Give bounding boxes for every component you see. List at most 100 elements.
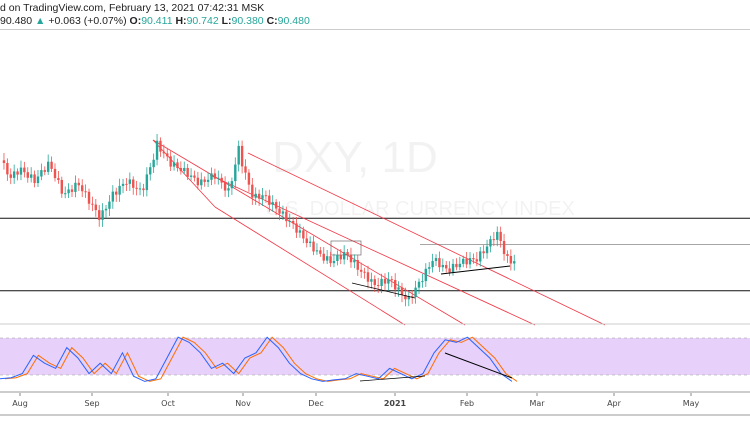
candle-body (91, 203, 94, 205)
low-value: 90.380 (231, 15, 264, 27)
candle-body (451, 263, 455, 273)
x-tick-label: Aug (12, 399, 28, 408)
ohlc-legend: 90.480 ▲ +0.063 (+0.07%) O:90.411 H:90.7… (0, 15, 310, 27)
candle-body (479, 251, 482, 262)
divergence-price-line[interactable] (351, 282, 416, 299)
candle-body (43, 170, 46, 172)
candle-body (400, 287, 404, 295)
candle-body (142, 188, 145, 191)
candle-body (125, 183, 128, 185)
candle-body (502, 241, 506, 255)
divergence-osc-line[interactable] (444, 352, 513, 379)
change: +0.063 (+0.07%) (48, 15, 127, 27)
candle-body (475, 259, 479, 262)
candle-body (465, 258, 468, 265)
candle-body (23, 167, 26, 173)
candle-body (16, 171, 19, 175)
candle-body (329, 256, 332, 264)
channel-mid-line[interactable] (209, 174, 536, 326)
candle-body (230, 181, 234, 189)
range-box[interactable] (330, 240, 362, 256)
candle-body (9, 174, 12, 178)
candle-body (359, 269, 363, 272)
candle-body (274, 202, 278, 209)
open-label: O: (129, 15, 142, 27)
candle-body (33, 174, 36, 184)
candle-body (132, 179, 135, 188)
channel-upper-line-1[interactable] (152, 139, 466, 326)
candle-body (356, 260, 359, 270)
up-arrow-icon: ▲ (35, 15, 46, 27)
candle-body (261, 195, 264, 199)
candle-body (138, 188, 142, 190)
close-label: C: (266, 15, 278, 27)
candle-body (135, 187, 138, 189)
candle-body (302, 230, 305, 239)
candle-body (383, 278, 387, 284)
x-tick-label: 2021 (384, 399, 407, 408)
candle-body (227, 188, 230, 191)
candle-body (6, 162, 9, 175)
candle-body (308, 241, 312, 244)
candle-body (186, 167, 189, 177)
candle-body (509, 255, 513, 264)
candle-body (94, 204, 98, 211)
candle-body (496, 231, 499, 240)
candle-body (489, 239, 492, 247)
candle-body (414, 287, 417, 298)
candle-body (441, 264, 445, 268)
candle-body (458, 263, 462, 268)
support-trendline[interactable] (440, 265, 511, 275)
candle-body (445, 264, 448, 269)
osc-trendline[interactable] (359, 375, 426, 382)
candle-body (111, 191, 115, 202)
candle-body (428, 267, 431, 269)
candle-body (363, 271, 366, 273)
candle-body (169, 156, 172, 167)
candle-body (220, 177, 223, 183)
candle-body (237, 145, 240, 165)
candle-body (390, 279, 393, 281)
x-tick-label: Oct (161, 399, 175, 408)
candle-body (193, 175, 196, 178)
candle-body (172, 162, 176, 167)
candle-body (268, 195, 271, 205)
candle-body (166, 153, 169, 157)
candle-body (295, 223, 298, 233)
x-tick-label: Mar (529, 399, 545, 408)
candle-body (74, 182, 77, 192)
candle-body (285, 211, 288, 222)
candle-body (332, 260, 336, 264)
candle-body (462, 258, 465, 264)
candle-body (370, 279, 373, 282)
candle-body (183, 167, 186, 172)
candle-body (53, 168, 57, 179)
watermark-symbol: DXY, 1D (272, 133, 438, 182)
candle-body (342, 252, 346, 260)
stoch-d-line (4, 336, 518, 382)
channel-upper-line-2[interactable] (247, 152, 606, 326)
candle-body (128, 179, 132, 184)
high-value: 90.742 (186, 15, 219, 27)
candle-body (87, 191, 91, 204)
publish-text: d on TradingView.com, February 13, 2021 … (0, 2, 265, 14)
candle-body (251, 184, 254, 198)
candle-body (176, 162, 179, 168)
channel-lower-line-1[interactable] (214, 206, 406, 326)
candle-body (234, 164, 237, 182)
candle-body (438, 258, 441, 268)
candle-body (36, 176, 40, 184)
candle-body (305, 238, 308, 244)
candle-body (149, 167, 152, 175)
candle-body (291, 220, 295, 224)
candle-body (121, 183, 125, 186)
candle-body (29, 174, 33, 178)
candle-body (118, 185, 121, 195)
candle-body (319, 250, 322, 254)
candle-body (203, 179, 206, 182)
candle-body (387, 279, 390, 284)
low-label: L: (221, 15, 232, 27)
candle-body (240, 145, 244, 167)
candle-body (98, 210, 101, 220)
